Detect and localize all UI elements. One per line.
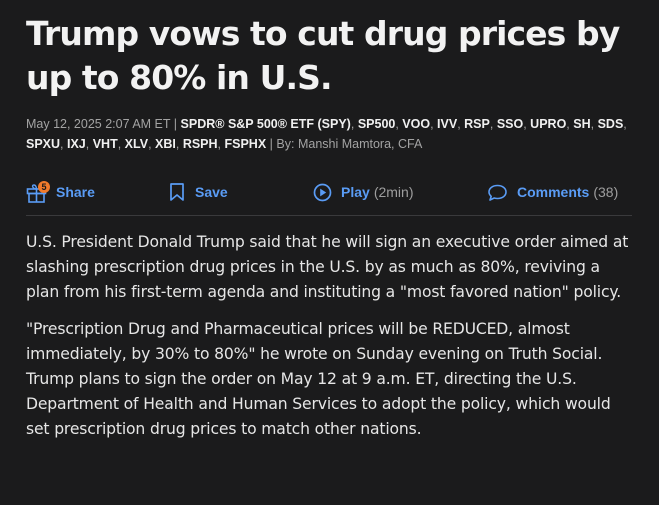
play-icon [313, 183, 332, 202]
share-label: Share [56, 184, 95, 200]
article-paragraph: U.S. President Donald Trump said that he… [26, 233, 629, 301]
ticker-link[interactable]: SPXU [26, 137, 61, 151]
ticker-link[interactable]: VHT [92, 137, 118, 151]
ticker-link[interactable]: XBI [155, 137, 176, 151]
ticker-link[interactable]: SP500 [357, 117, 396, 131]
gift-icon: 5 [26, 180, 50, 204]
save-label: Save [195, 184, 228, 200]
ticker-link[interactable]: VOO [402, 117, 431, 131]
ticker-link[interactable]: SPDR® S&P 500® ETF (SPY) [180, 117, 351, 131]
byline-prefix: By: [276, 137, 295, 151]
comments-count: (38) [593, 184, 619, 200]
comments-label: Comments [517, 184, 590, 200]
author-name[interactable]: Manshi Mamtora [297, 137, 392, 151]
comments-button[interactable]: Comments (38) [487, 178, 618, 206]
publish-date: May 12, 2025 2:07 AM ET [26, 117, 171, 131]
author-credential: CFA [398, 137, 423, 151]
ticker-link[interactable]: IVV [437, 117, 458, 131]
meta-separator: | [173, 117, 178, 131]
article-meta: May 12, 2025 2:07 AM ET | SPDR® S&P 500®… [26, 117, 627, 151]
ticker-link[interactable]: UPRO [530, 117, 567, 131]
article-toolbar: 5 Share Save Play (2min) [26, 178, 632, 206]
ticker-link[interactable]: IXJ [67, 137, 86, 151]
article-body: U.S. President Donald Trump said that he… [26, 230, 632, 442]
bookmark-icon [168, 182, 186, 202]
article-paragraph: "Prescription Drug and Pharmaceutical pr… [26, 320, 611, 438]
share-button[interactable]: 5 Share [26, 178, 95, 206]
ticker-link[interactable]: RSP [464, 117, 490, 131]
ticker-link[interactable]: SSO [496, 117, 524, 131]
ticker-list: SPDR® S&P 500® ETF (SPY), SP500, VOO, IV… [26, 117, 627, 151]
share-badge: 5 [38, 181, 50, 193]
play-duration: (2min) [373, 184, 414, 200]
play-button[interactable]: Play (2min) [313, 178, 413, 206]
ticker-link[interactable]: SDS [597, 117, 624, 131]
save-button[interactable]: Save [168, 178, 228, 206]
ticker-link[interactable]: XLV [124, 137, 149, 151]
ticker-link[interactable]: SH [573, 117, 591, 131]
ticker-link[interactable]: FSPHX [224, 137, 267, 151]
meta-separator: | [269, 137, 273, 151]
play-label: Play [341, 184, 370, 200]
article: Trump vows to cut drug prices by up to 8… [26, 12, 632, 442]
comment-icon [487, 183, 508, 202]
divider [26, 215, 632, 216]
article-headline: Trump vows to cut drug prices by up to 8… [26, 14, 620, 97]
ticker-link[interactable]: RSPH [182, 137, 218, 151]
